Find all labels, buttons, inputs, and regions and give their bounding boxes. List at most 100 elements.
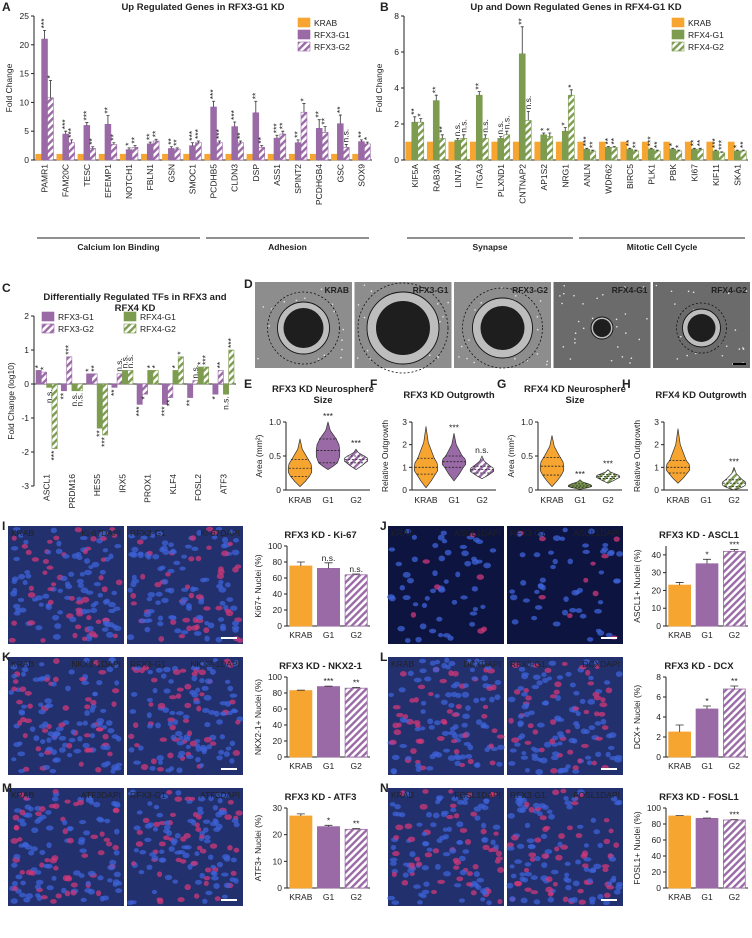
nucleus: [144, 837, 152, 842]
nucleus: [60, 575, 68, 582]
nucleus: [389, 802, 396, 807]
nucleus: [475, 884, 482, 890]
y-tick-label: 20: [652, 867, 662, 877]
nucleus: [406, 577, 414, 584]
stain-label: NKX2-1: [190, 659, 220, 669]
cell-speck: [341, 348, 343, 351]
x-tick-label: BIRC5: [625, 164, 635, 189]
violin: [721, 466, 747, 491]
nucleus: [215, 526, 223, 532]
nucleus: [402, 872, 409, 878]
nucleus: [76, 721, 83, 727]
x-tick-label: G2: [729, 630, 741, 640]
x-tick-label: ASCL1: [42, 474, 52, 501]
nucleus: [208, 710, 216, 715]
nucleus: [165, 572, 171, 577]
nucleus: [608, 828, 614, 834]
nucleus: [177, 897, 185, 903]
nucleus: [566, 804, 573, 810]
chart-title: RFX4 KD Neurosphere Size: [524, 384, 626, 406]
significance-label: ***: [581, 136, 591, 147]
x-tick-label: SKA1: [732, 164, 742, 186]
nucleus: [161, 540, 169, 546]
x-tick-label: G1: [701, 761, 713, 771]
nucleus: [93, 801, 101, 808]
nucleus: [198, 669, 207, 676]
nucleus: [166, 790, 173, 795]
error-bar: [671, 147, 675, 150]
condition-label: RFX3-G1: [130, 790, 166, 800]
nucleus: [38, 662, 45, 667]
error-bar: [70, 139, 74, 143]
nucleus: [212, 805, 219, 811]
bar: [46, 383, 53, 388]
nucleus: [114, 680, 120, 686]
nucleus: [545, 886, 554, 893]
bar: [288, 153, 296, 161]
significance-label: ***: [351, 438, 362, 448]
nucleus: [196, 806, 204, 812]
nucleus: [615, 671, 623, 677]
nucleus: [87, 888, 96, 895]
bar: [289, 690, 313, 758]
nucleus: [426, 847, 433, 852]
nucleus: [38, 602, 44, 607]
nucleus: [564, 800, 572, 806]
group-label: Synapse: [473, 242, 508, 252]
nucleus: [410, 748, 417, 754]
bar: [141, 153, 148, 161]
nucleus: [163, 824, 171, 830]
nucleus: [573, 721, 580, 726]
panel-letter: I: [2, 519, 5, 533]
bar: [71, 383, 78, 392]
nucleus: [66, 826, 74, 831]
nucleus: [199, 763, 205, 768]
stain-label: ASCL1: [454, 528, 481, 538]
y-tick-label: 60: [273, 704, 283, 714]
significance-label: **: [320, 117, 330, 124]
nucleus: [157, 621, 164, 627]
panel-letter: N: [380, 781, 389, 795]
nucleus: [70, 882, 78, 888]
nucleus: [388, 692, 394, 697]
nucleus: [471, 586, 478, 592]
nucleus: [31, 827, 39, 834]
nucleus: [159, 565, 166, 570]
nucleus: [579, 665, 587, 670]
significance-label: n.s.: [44, 389, 54, 403]
nucleus: [602, 542, 609, 548]
nucleus: [176, 687, 184, 692]
nucleus: [597, 893, 604, 900]
bar: [98, 153, 106, 161]
nucleus: [610, 796, 618, 802]
legend-label: RFX4-G1: [140, 312, 176, 322]
nucleus: [54, 623, 62, 629]
error-bar: [413, 116, 417, 123]
significance-label: **: [738, 141, 748, 148]
nucleus: [133, 825, 141, 831]
nucleus: [517, 685, 525, 691]
violin: [567, 479, 593, 490]
cell-speck: [573, 294, 575, 297]
significance-label: ***: [134, 406, 144, 417]
error-bar: [260, 145, 264, 148]
nucleus: [80, 897, 87, 903]
y-axis-label: ASCL1+ Nuclei (%): [632, 549, 642, 623]
nucleus: [38, 806, 46, 812]
cell-speck: [331, 303, 334, 306]
x-tick-label: G2: [350, 892, 362, 902]
nucleus: [51, 855, 59, 861]
nucleus: [206, 665, 213, 671]
nucleus: [11, 757, 17, 762]
nucleus: [169, 549, 177, 555]
cell-speck: [563, 292, 565, 295]
nucleus: [39, 739, 46, 744]
bar: [669, 148, 677, 161]
nucleus: [149, 766, 156, 771]
cell-speck: [458, 356, 460, 358]
counterstain-label: DAPI: [101, 659, 121, 669]
nucleus: [44, 704, 51, 709]
legend-swatch: [297, 41, 311, 52]
x-tick-label: G1: [323, 892, 335, 902]
nucleus: [233, 847, 240, 853]
